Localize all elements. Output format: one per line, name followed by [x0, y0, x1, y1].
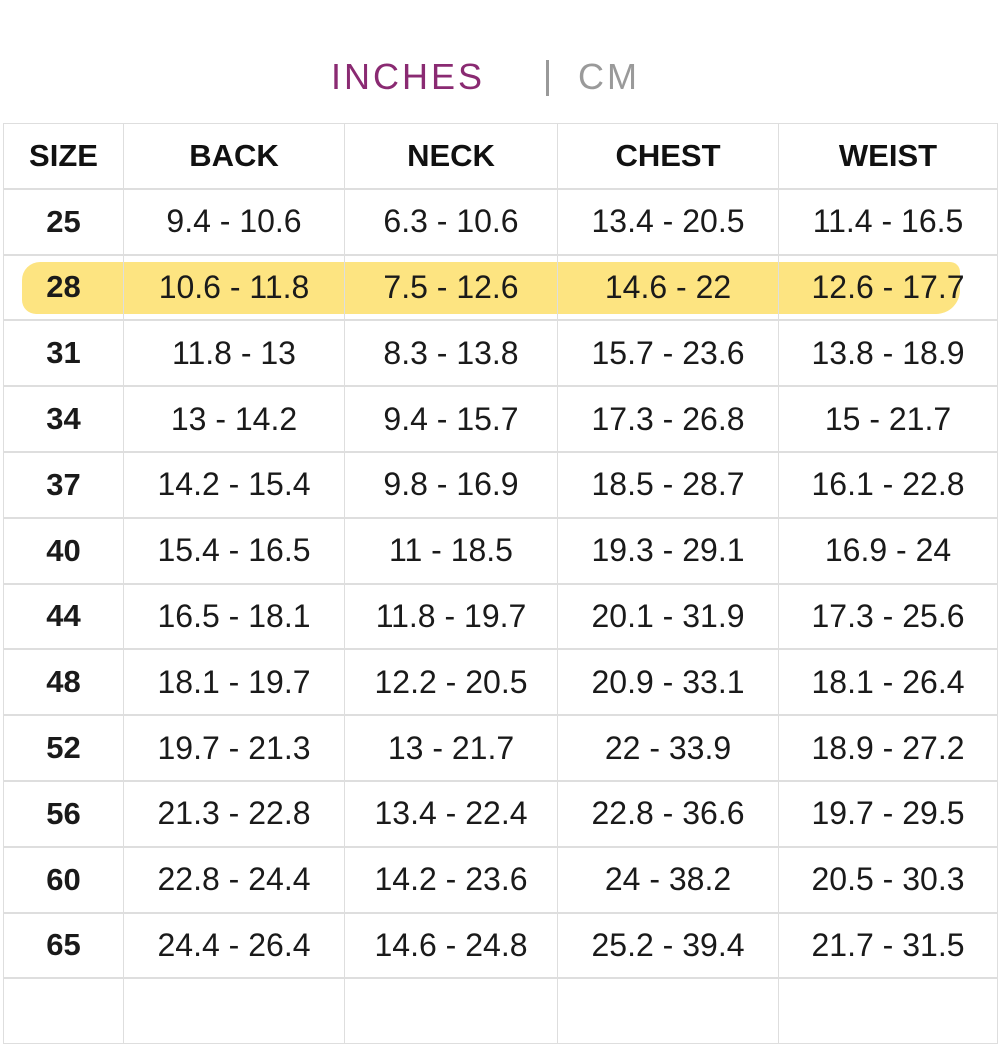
table-row: 52 19.7 - 21.3 13 - 21.7 22 - 33.9 18.9 - 27…	[3, 715, 998, 781]
table-cell: 18.1 - 26.4	[778, 649, 998, 716]
table-cell: 31	[3, 320, 124, 387]
table-cell: 7.5 - 12.6	[344, 254, 558, 321]
table-cell	[3, 978, 124, 1044]
table-cell: 56	[3, 781, 124, 847]
table-cell: 11.8 - 19.7	[344, 583, 558, 650]
table-cell: 40	[3, 517, 124, 584]
header-row: SIZE BACK NECK CHEST WEIST	[3, 123, 998, 189]
table-row: 34 13 - 14.2 9.4 - 15.7 17.3 - 26.8 15 - 21.…	[3, 386, 998, 452]
table-cell: 14.2 - 15.4	[123, 452, 345, 518]
table-cell: 28	[3, 254, 124, 321]
table-row: 56 21.3 - 22.8 13.4 - 22.4 22.8 - 36.6 19.7 …	[3, 781, 998, 847]
table-row: 37 14.2 - 15.4 9.8 - 16.9 18.5 - 28.7 16.1 -…	[3, 452, 998, 518]
table-cell: 18.5 - 28.7	[557, 452, 779, 518]
table-row	[3, 978, 998, 1044]
tab-cm[interactable]: CM	[578, 56, 640, 97]
table-row: 44 16.5 - 18.1 11.8 - 19.7 20.1 - 31.9 17.3 …	[3, 583, 998, 650]
table-cell: 48	[3, 649, 124, 716]
table-cell: 34	[3, 386, 124, 452]
table-row: 31 11.8 - 13 8.3 - 13.8 15.7 - 23.6 13.8 - 1…	[3, 320, 998, 387]
table-cell: 21.3 - 22.8	[123, 781, 345, 847]
page: INCHES CM SIZE BACK NECK CHEST WEIST 25 9.4 - …	[0, 52, 1000, 1044]
table-cell: 13.4 - 20.5	[557, 188, 779, 255]
table-cell	[557, 978, 779, 1044]
table-cell: 17.3 - 26.8	[557, 386, 779, 452]
table-cell: 11 - 18.5	[344, 517, 558, 584]
table-cell: 19.3 - 29.1	[557, 517, 779, 584]
table-cell: 21.7 - 31.5	[778, 912, 998, 979]
table-cell: 22.8 - 36.6	[557, 781, 779, 847]
table-cell: 13.8 - 18.9	[778, 320, 998, 387]
table-cell: 14.2 - 23.6	[344, 846, 558, 913]
table-cell: 9.4 - 10.6	[123, 188, 345, 255]
table-cell: 12.2 - 20.5	[344, 649, 558, 716]
table-cell: 8.3 - 13.8	[344, 320, 558, 387]
table-row: 48 18.1 - 19.7 12.2 - 20.5 20.9 - 33.1 18.1 …	[3, 649, 998, 716]
table-cell: 15.7 - 23.6	[557, 320, 779, 387]
table-cell	[778, 978, 998, 1044]
tab-inches[interactable]: INCHES	[330, 56, 485, 97]
table-cell: 13.4 - 22.4	[344, 781, 558, 847]
table-cell: 16.9 - 24	[778, 517, 998, 584]
table-cell: 14.6 - 24.8	[344, 912, 558, 979]
table-cell: 65	[3, 912, 124, 979]
highlight-stroke	[22, 262, 960, 314]
tab-separator	[546, 60, 549, 96]
table-cell: 15 - 21.7	[778, 386, 998, 452]
table-cell: 19.7 - 21.3	[123, 715, 345, 781]
table-cell	[123, 978, 345, 1044]
table-cell: 44	[3, 583, 124, 650]
table-cell: 11.4 - 16.5	[778, 188, 998, 255]
table-cell: 9.8 - 16.9	[344, 452, 558, 518]
table-cell: 25.2 - 39.4	[557, 912, 779, 979]
table-cell: 19.7 - 29.5	[778, 781, 998, 847]
table-cell: 10.6 - 11.8	[123, 254, 345, 321]
table-cell: 14.6 - 22	[557, 254, 779, 321]
table-cell: 9.4 - 15.7	[344, 386, 558, 452]
column-header: BACK	[123, 123, 345, 189]
table-cell: 18.1 - 19.7	[123, 649, 345, 716]
table-cell: 22 - 33.9	[557, 715, 779, 781]
table-cell: 18.9 - 27.2	[778, 715, 998, 781]
table-cell: 22.8 - 24.4	[123, 846, 345, 913]
table-row: 60 22.8 - 24.4 14.2 - 23.6 24 - 38.2 20.5 - …	[3, 846, 998, 913]
table-cell: 11.8 - 13	[123, 320, 345, 387]
table-cell: 52	[3, 715, 124, 781]
table-cell: 12.6 - 17.7	[778, 254, 998, 321]
unit-tabs: INCHES CM	[0, 52, 1000, 102]
table-row: 40 15.4 - 16.5 11 - 18.5 19.3 - 29.1 16.9 - …	[3, 517, 998, 584]
column-header: CHEST	[557, 123, 779, 189]
table-cell: 20.5 - 30.3	[778, 846, 998, 913]
table-cell	[344, 978, 558, 1044]
table-cell: 16.5 - 18.1	[123, 583, 345, 650]
table-cell: 20.1 - 31.9	[557, 583, 779, 650]
column-header: SIZE	[3, 123, 124, 189]
table-cell: 25	[3, 188, 124, 255]
table-cell: 6.3 - 10.6	[344, 188, 558, 255]
table-cell: 60	[3, 846, 124, 913]
table-cell: 13 - 14.2	[123, 386, 345, 452]
table-cell: 16.1 - 22.8	[778, 452, 998, 518]
table-row: 28 10.6 - 11.8 7.5 - 12.6 14.6 - 22 12.6 - 1…	[3, 254, 998, 321]
table-row: 65 24.4 - 26.4 14.6 - 24.8 25.2 - 39.4 21.7 …	[3, 912, 998, 979]
table-cell: 15.4 - 16.5	[123, 517, 345, 584]
table-row: 25 9.4 - 10.6 6.3 - 10.6 13.4 - 20.5 11.4 - …	[3, 188, 998, 255]
table-cell: 37	[3, 452, 124, 518]
table-cell: 13 - 21.7	[344, 715, 558, 781]
table-cell: 24.4 - 26.4	[123, 912, 345, 979]
column-header: NECK	[344, 123, 558, 189]
table-cell: 24 - 38.2	[557, 846, 779, 913]
table-cell: 20.9 - 33.1	[557, 649, 779, 716]
table-cell: 17.3 - 25.6	[778, 583, 998, 650]
column-header: WEIST	[778, 123, 998, 189]
